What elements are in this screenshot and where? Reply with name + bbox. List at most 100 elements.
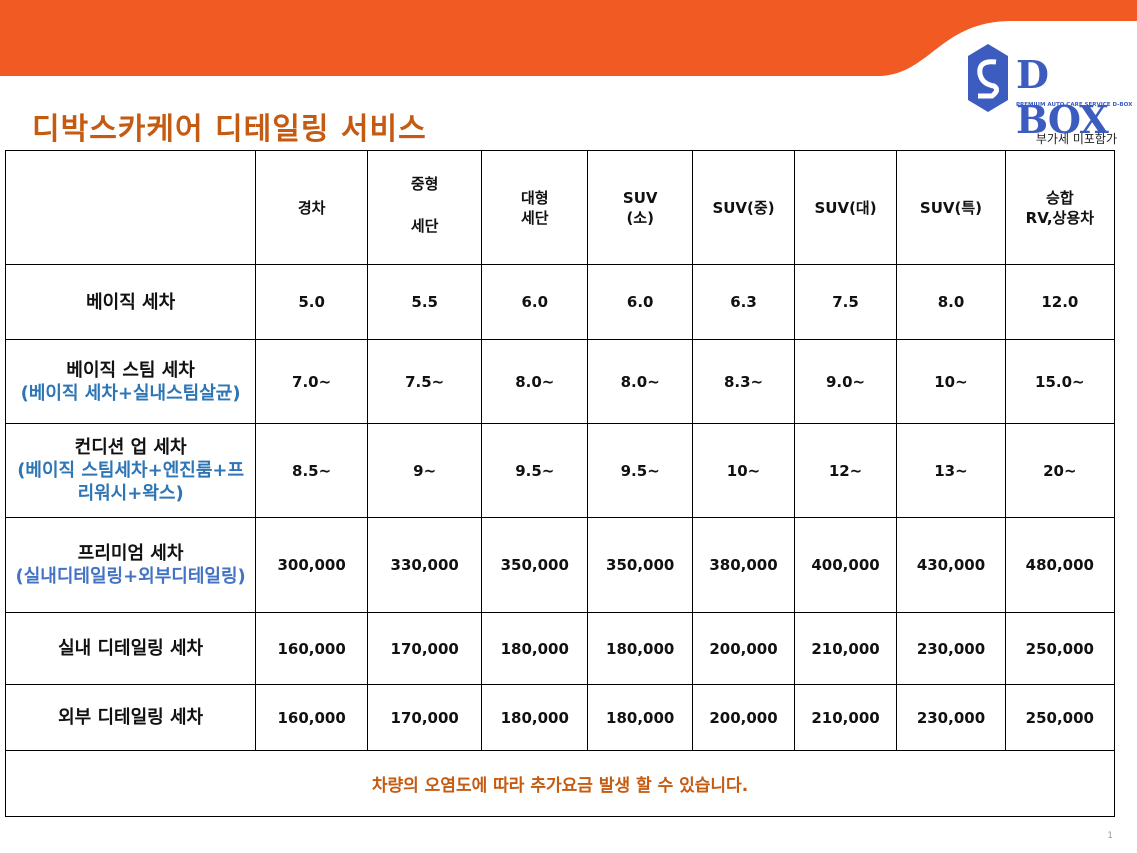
column-header: 승합 RV,상용차 (1004, 150, 1116, 265)
price-cell: 15.0~ (1004, 339, 1116, 424)
price-cell: 10~ (896, 339, 1006, 424)
logo: D BOX (1016, 52, 1109, 142)
header-row: 경차 중형 세단 대형 세단 SUV (소) SUV(중) SUV(대) SUV(특) 승합 RV,상… (4, 150, 1116, 265)
price-cell: 400,000 (793, 517, 898, 613)
column-header-line: SUV (622, 188, 658, 207)
price-cell: 12.0 (1004, 264, 1116, 340)
banner-curve (880, 21, 1137, 76)
price-cell: 250,000 (1004, 684, 1116, 751)
row-name: 프리미엄 세차 (77, 543, 184, 564)
price-cell: 9~ (367, 423, 483, 518)
price-cell: 6.0 (587, 264, 694, 340)
price-cell: 230,000 (896, 612, 1006, 685)
column-header-line: RV,상용차 (1025, 208, 1094, 227)
price-cell: 9.0~ (793, 339, 898, 424)
row-label: 컨디션 업 세차 (베이직 스팀세차+엔진룸+프리워시+왁스) (4, 423, 257, 518)
row-name: 베이직 세차 (86, 291, 176, 313)
column-header-line: (소) (626, 208, 654, 227)
column-header: SUV(대) (793, 150, 898, 265)
price-cell: 20~ (1004, 423, 1116, 518)
note: 차량의 오염도에 따라 추가요금 발생 할 수 있습니다. (5, 750, 1115, 817)
price-cell: 180,000 (481, 684, 589, 751)
price-cell: 10~ (692, 423, 795, 518)
price-cell: 6.0 (481, 264, 589, 340)
table-row: 외부 디테일링 세차 160,000 170,000 180,000 180,000 20… (4, 684, 1116, 751)
price-cell: 8.0~ (587, 339, 694, 424)
row-label: 외부 디테일링 세차 (4, 684, 257, 751)
row-label: 베이직 스팀 세차 (베이직 세차+실내스팀살균) (4, 339, 257, 424)
column-header-line: 중형 (410, 174, 439, 193)
price-cell: 180,000 (587, 612, 694, 685)
row-label: 프리미엄 세차 (실내디테일링+외부디테일링) (4, 517, 257, 613)
price-cell: 160,000 (255, 684, 369, 751)
column-header: 대형 세단 (481, 150, 589, 265)
price-cell: 350,000 (481, 517, 589, 613)
row-subtitle: (베이직 스팀세차+엔진룸+프리워시+왁스) (17, 460, 245, 504)
table-row: 컨디션 업 세차 (베이직 스팀세차+엔진룸+프리워시+왁스) 8.5~ 9~ 9.5~… (4, 423, 1116, 518)
row-label: 베이직 세차 (4, 264, 257, 340)
price-cell: 7.5~ (367, 339, 483, 424)
price-cell: 170,000 (367, 684, 483, 751)
price-cell: 8.0~ (481, 339, 589, 424)
column-header: SUV(중) (692, 150, 795, 265)
price-cell: 480,000 (1004, 517, 1116, 613)
price-cell: 380,000 (692, 517, 795, 613)
column-header: 경차 (255, 150, 369, 265)
column-header: SUV (소) (587, 150, 694, 265)
table-row: 프리미엄 세차 (실내디테일링+외부디테일링) 300,000 330,000 350,… (4, 517, 1116, 613)
price-cell: 12~ (793, 423, 898, 518)
column-header-line: 세단 (520, 208, 549, 227)
row-label: 실내 디테일링 세차 (4, 612, 257, 685)
price-cell: 5.5 (367, 264, 483, 340)
price-cell: 5.0 (255, 264, 369, 340)
note-row: 차량의 오염도에 따라 추가요금 발생 할 수 있습니다. (5, 750, 1115, 817)
page-number: 1 (1107, 831, 1113, 841)
price-cell: 7.5 (793, 264, 898, 340)
column-header-line: SUV(특) (919, 198, 983, 217)
price-cell: 8.5~ (255, 423, 369, 518)
logo-mark (968, 44, 1008, 112)
corner-cell (4, 150, 257, 265)
title: 디박스카케어 디테일링 서비스 (32, 112, 427, 147)
price-cell: 6.3 (692, 264, 795, 340)
row-name: 베이직 스팀 세차 (66, 359, 195, 381)
logo-tagline: PREMIUM AUTO CARE SERVICE D-BOX (1016, 102, 1133, 108)
tax-note: 부가세 미포함가 (1035, 132, 1117, 146)
price-cell: 210,000 (793, 684, 898, 751)
logo-s (977, 59, 1000, 99)
table-row: 실내 디테일링 세차 160,000 170,000 180,000 180,000 20… (4, 612, 1116, 685)
column-header-line: 경차 (297, 198, 326, 217)
price-cell: 13~ (896, 423, 1006, 518)
price-cell: 8.0 (896, 264, 1006, 340)
column-header-line: 승합 (1046, 188, 1074, 207)
row-name: 외부 디테일링 세차 (58, 707, 204, 728)
column-header-line: 대형 (520, 188, 549, 207)
price-cell: 8.3~ (692, 339, 795, 424)
price-cell: 210,000 (793, 612, 898, 685)
price-cell: 170,000 (367, 612, 483, 685)
price-cell: 330,000 (367, 517, 483, 613)
price-cell: 430,000 (896, 517, 1006, 613)
column-header: SUV(특) (896, 150, 1006, 265)
row-subtitle: (실내디테일링+외부디테일링) (15, 566, 246, 587)
row-subtitle: (베이직 세차+실내스팀살균) (20, 382, 241, 404)
row-name: 컨디션 업 세차 (74, 437, 187, 458)
price-cell: 180,000 (587, 684, 694, 751)
row-name: 실내 디테일링 세차 (58, 638, 204, 659)
price-cell: 200,000 (692, 684, 795, 751)
price-cell: 9.5~ (481, 423, 589, 518)
price-cell: 250,000 (1004, 612, 1116, 685)
price-cell: 7.0~ (255, 339, 369, 424)
price-cell: 300,000 (255, 517, 369, 613)
table-row: 베이직 스팀 세차 (베이직 세차+실내스팀살균) 7.0~ 7.5~ 8.0~ 8.0~… (4, 339, 1116, 424)
column-header-line: SUV(중) (712, 198, 775, 217)
price-cell: 230,000 (896, 684, 1006, 751)
price-table: 경차 중형 세단 대형 세단 SUV (소) SUV(중) SUV(대) SUV(특) 승합 RV,상… (4, 150, 1116, 817)
price-cell: 9.5~ (587, 423, 694, 518)
column-header-line: SUV(대) (814, 198, 877, 217)
price-cell: 160,000 (255, 612, 369, 685)
price-cell: 180,000 (481, 612, 589, 685)
column-header-line: 세단 (410, 216, 439, 235)
